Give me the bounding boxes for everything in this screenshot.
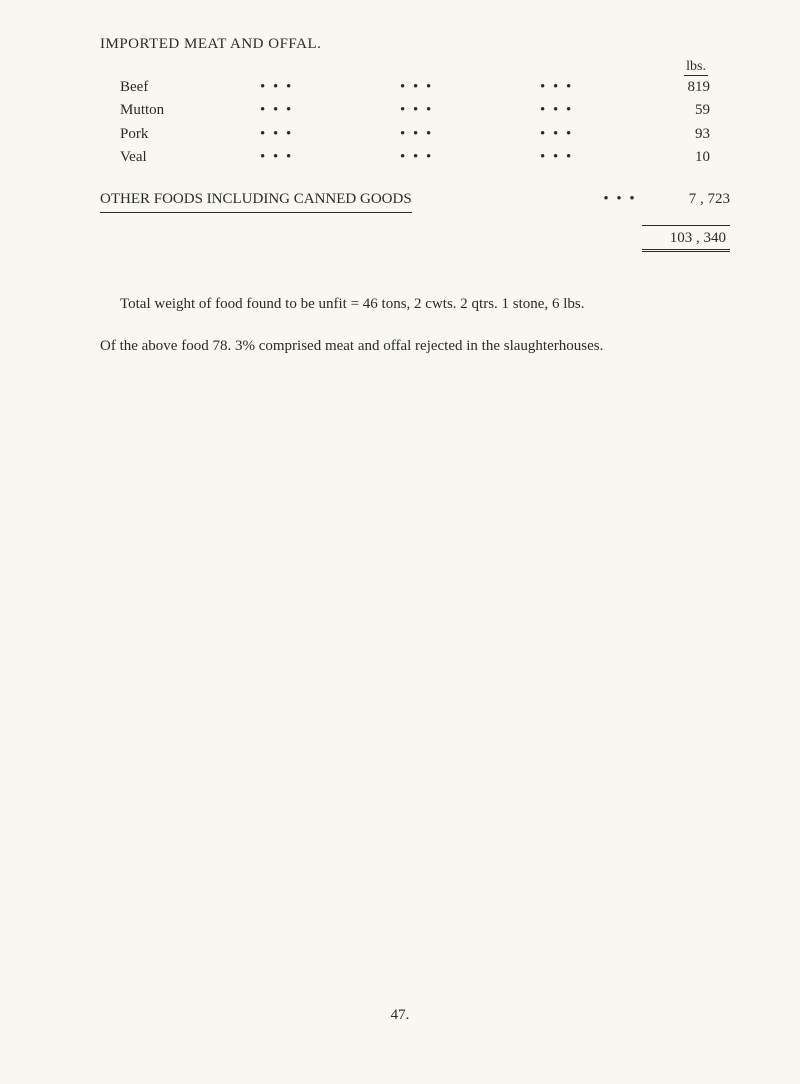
page-content: IMPORTED MEAT AND OFFAL. lbs. Beef • • •… <box>0 0 800 358</box>
dots: • • • <box>260 123 400 146</box>
row-label: Pork <box>120 123 260 146</box>
row-label: Beef <box>120 76 260 99</box>
total-row: 103 , 340 <box>100 225 730 252</box>
dots: • • • <box>540 76 640 99</box>
table-row: Mutton • • • • • • • • • 59 <box>100 99 730 122</box>
table-row: Pork • • • • • • • • • 93 <box>100 123 730 146</box>
dots: • • • <box>260 76 400 99</box>
header-lbs: lbs. <box>684 59 708 76</box>
paragraph-1: Total weight of food found to be unfit =… <box>100 292 730 316</box>
row-value: 93 <box>640 123 710 146</box>
dots: • • • <box>260 146 400 169</box>
other-foods-title: OTHER FOODS INCLUDING CANNED GOODS <box>100 187 412 213</box>
other-foods-row: OTHER FOODS INCLUDING CANNED GOODS • • •… <box>100 187 730 213</box>
table-header-row: lbs. <box>100 59 730 76</box>
dots: • • • <box>590 187 650 211</box>
dots: • • • <box>260 99 400 122</box>
row-value: 59 <box>640 99 710 122</box>
paragraph-2: Of the above food 78. 3% comprised meat … <box>100 334 730 358</box>
other-value: 7 , 723 <box>650 187 730 211</box>
section-title: IMPORTED MEAT AND OFFAL. <box>100 36 730 53</box>
meat-table: lbs. Beef • • • • • • • • • 819 Mutton •… <box>100 59 730 252</box>
dots: • • • <box>540 123 640 146</box>
dots: • • • <box>540 99 640 122</box>
table-row: Beef • • • • • • • • • 819 <box>100 76 730 99</box>
row-label: Veal <box>120 146 260 169</box>
table-row: Veal • • • • • • • • • 10 <box>100 146 730 169</box>
row-value: 819 <box>640 76 710 99</box>
grand-total: 103 , 340 <box>642 225 730 252</box>
dots: • • • <box>400 99 540 122</box>
dots: • • • <box>400 146 540 169</box>
dots: • • • <box>400 76 540 99</box>
dots: • • • <box>540 146 640 169</box>
row-value: 10 <box>640 146 710 169</box>
row-label: Mutton <box>120 99 260 122</box>
dots: • • • <box>400 123 540 146</box>
page-number: 47. <box>0 1007 800 1024</box>
